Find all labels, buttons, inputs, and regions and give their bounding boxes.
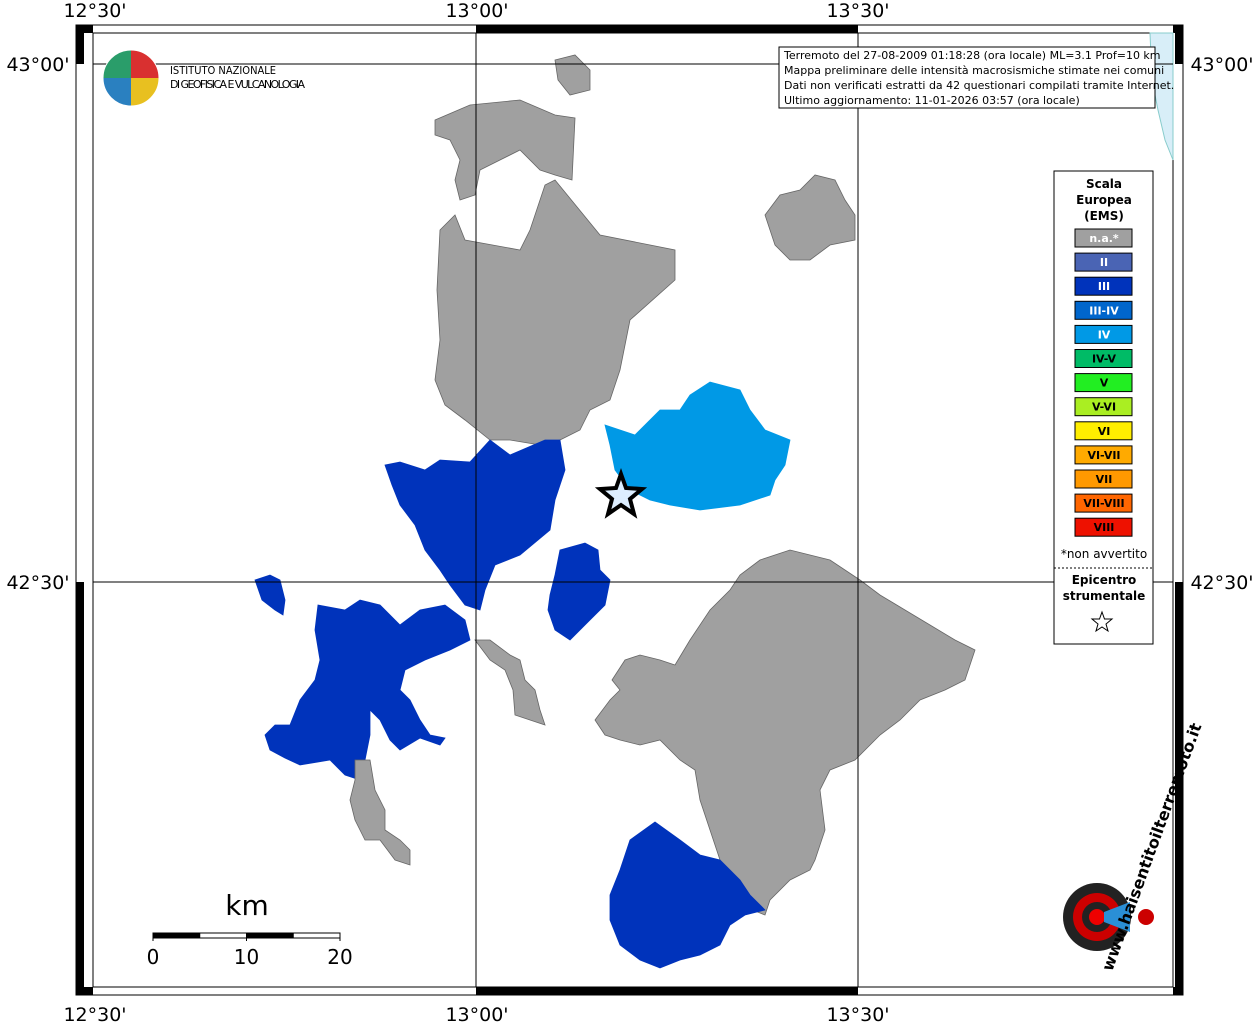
lon-label: 13°00' [445, 1004, 508, 1024]
legend-label: III [1098, 280, 1110, 293]
lon-label: 13°00' [445, 0, 508, 22]
legend-label: II [1100, 256, 1108, 269]
legend-epicenter: Epicentro [1072, 573, 1137, 587]
legend-swatch [1074, 517, 1133, 537]
legend-label: VIII [1094, 521, 1115, 534]
lat-label: 42°30' [1190, 572, 1253, 594]
legend-label: VI-VII [1087, 449, 1120, 462]
legend-swatch [1074, 445, 1133, 465]
legend-label: V-VI [1092, 401, 1116, 414]
scale-segment [246, 932, 294, 939]
legend-label: IV [1098, 328, 1111, 341]
info-line: Dati non verificati estratti da 42 quest… [784, 79, 1174, 92]
legend-swatch [1074, 469, 1133, 489]
legend-note: *non avvertito [1061, 547, 1147, 561]
lon-label: 13°30' [826, 1004, 889, 1024]
legend-label: VI [1098, 425, 1111, 438]
scale-bar: km 0 10 20 [147, 889, 353, 969]
scale-tick-label: 0 [147, 945, 160, 969]
legend-label: IV-V [1092, 353, 1117, 366]
lon-label: 13°30' [826, 0, 889, 22]
ingv-logo: ISTITUTO NAZIONALE DI GEOFISICA E VULCAN… [102, 49, 305, 107]
legend-label: VII-VIII [1083, 497, 1124, 510]
legend-swatch [1074, 397, 1133, 417]
lat-label: 43°00' [1190, 54, 1253, 76]
legend-epicenter: strumentale [1063, 589, 1146, 603]
frame-bars [76, 25, 1183, 995]
info-line: Ultimo aggiornamento: 11-01-2026 03:57 (… [784, 94, 1080, 107]
legend-label: n.a.* [1089, 232, 1119, 245]
info-box: Terremoto del 27-08-2009 01:18:28 (ora l… [778, 46, 1174, 109]
info-line: Terremoto del 27-08-2009 01:18:28 (ora l… [783, 49, 1161, 62]
logo-text: ISTITUTO NAZIONALE [170, 64, 276, 77]
scale-segment [152, 932, 201, 939]
municipalities [254, 54, 976, 969]
legend-swatch [1074, 228, 1133, 248]
lat-label: 42°30' [6, 572, 69, 594]
lat-label: 43°00' [6, 54, 69, 76]
legend-swatch [1074, 324, 1133, 344]
legend-swatch [1074, 349, 1133, 368]
legend-label: VII [1096, 473, 1113, 486]
lon-label: 12°30' [63, 1004, 126, 1024]
scale-tick-label: 20 [327, 945, 352, 969]
inner-frame [92, 32, 1174, 988]
legend-swatch [1074, 300, 1133, 320]
scale-tick-label: 10 [234, 945, 259, 969]
info-line: Mappa preliminare delle intensità macros… [784, 64, 1164, 77]
scale-segment [199, 932, 247, 939]
epicenter-star [594, 468, 648, 519]
lon-label: 12°30' [63, 0, 126, 22]
legend-title: Europea [1076, 193, 1132, 207]
scale-segment [292, 932, 341, 939]
legend-title: (EMS) [1084, 209, 1124, 223]
logo-text: DI GEOFISICA E VULCANOLOGIA [170, 78, 305, 91]
axis-labels: 12°30' 13°00' 13°30' 12°30' 13°00' 13°30… [6, 0, 1253, 1024]
legend-swatch [1074, 421, 1133, 441]
legend-title: Scala [1086, 177, 1122, 191]
legend-swatch [1074, 493, 1133, 513]
legend-label: III-IV [1089, 304, 1119, 317]
legend-swatch [1074, 373, 1133, 393]
legend-label: V [1100, 377, 1109, 390]
legend-swatch [1074, 252, 1133, 272]
scale-unit: km [225, 889, 269, 922]
legend: Scala Europea (EMS) *non avvertito Epice… [1053, 170, 1154, 645]
legend-swatch [1074, 276, 1133, 296]
